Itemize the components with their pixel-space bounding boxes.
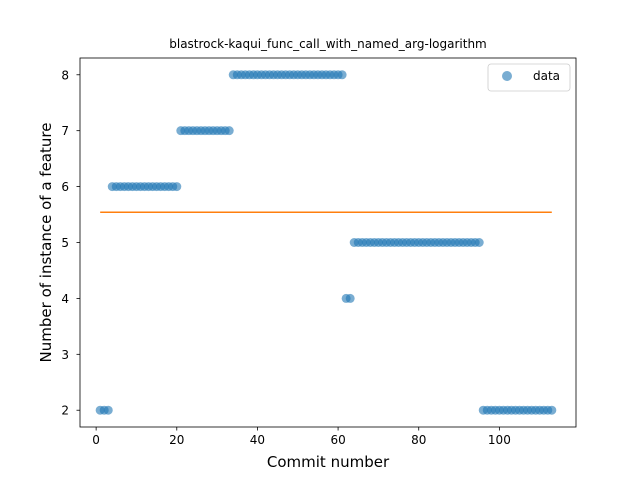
y-tick-label: 6: [61, 180, 69, 194]
y-tick-label: 5: [61, 236, 69, 250]
y-tick-label: 8: [61, 68, 69, 82]
y-tick-label: 4: [61, 292, 69, 306]
legend-box: [487, 63, 571, 92]
legend-label-data: data: [533, 69, 560, 83]
data-point: [172, 182, 182, 192]
axes-frame: [79, 57, 577, 428]
y-tick-label: 3: [61, 348, 69, 362]
legend-marker-data: [502, 71, 512, 81]
plot-area: [95, 70, 557, 415]
chart-title: blastrock-kaqui_func_call_with_named_arg…: [169, 37, 487, 51]
y-tick-label: 7: [61, 124, 69, 138]
x-tick-label: 40: [250, 433, 265, 447]
x-axis: 0 20 40 60 80 100: [92, 427, 511, 447]
data-point: [224, 126, 234, 136]
y-tick-label: 2: [61, 404, 69, 418]
data-point: [337, 70, 347, 80]
legend: data: [487, 63, 571, 92]
data-point: [345, 293, 355, 303]
x-tick-label: 20: [169, 433, 184, 447]
x-tick-label: 60: [330, 433, 345, 447]
x-tick-label: 0: [92, 433, 100, 447]
data-point: [547, 405, 557, 415]
data-point: [103, 405, 113, 415]
x-tick-label: 80: [411, 433, 426, 447]
y-axis-label: Number of instance of a feature: [37, 123, 55, 363]
y-axis: 2 3 4 5 6 7 8: [61, 68, 80, 418]
data-point: [474, 238, 484, 247]
x-axis-label: Commit number: [267, 453, 390, 471]
x-tick-label: 100: [488, 433, 511, 447]
